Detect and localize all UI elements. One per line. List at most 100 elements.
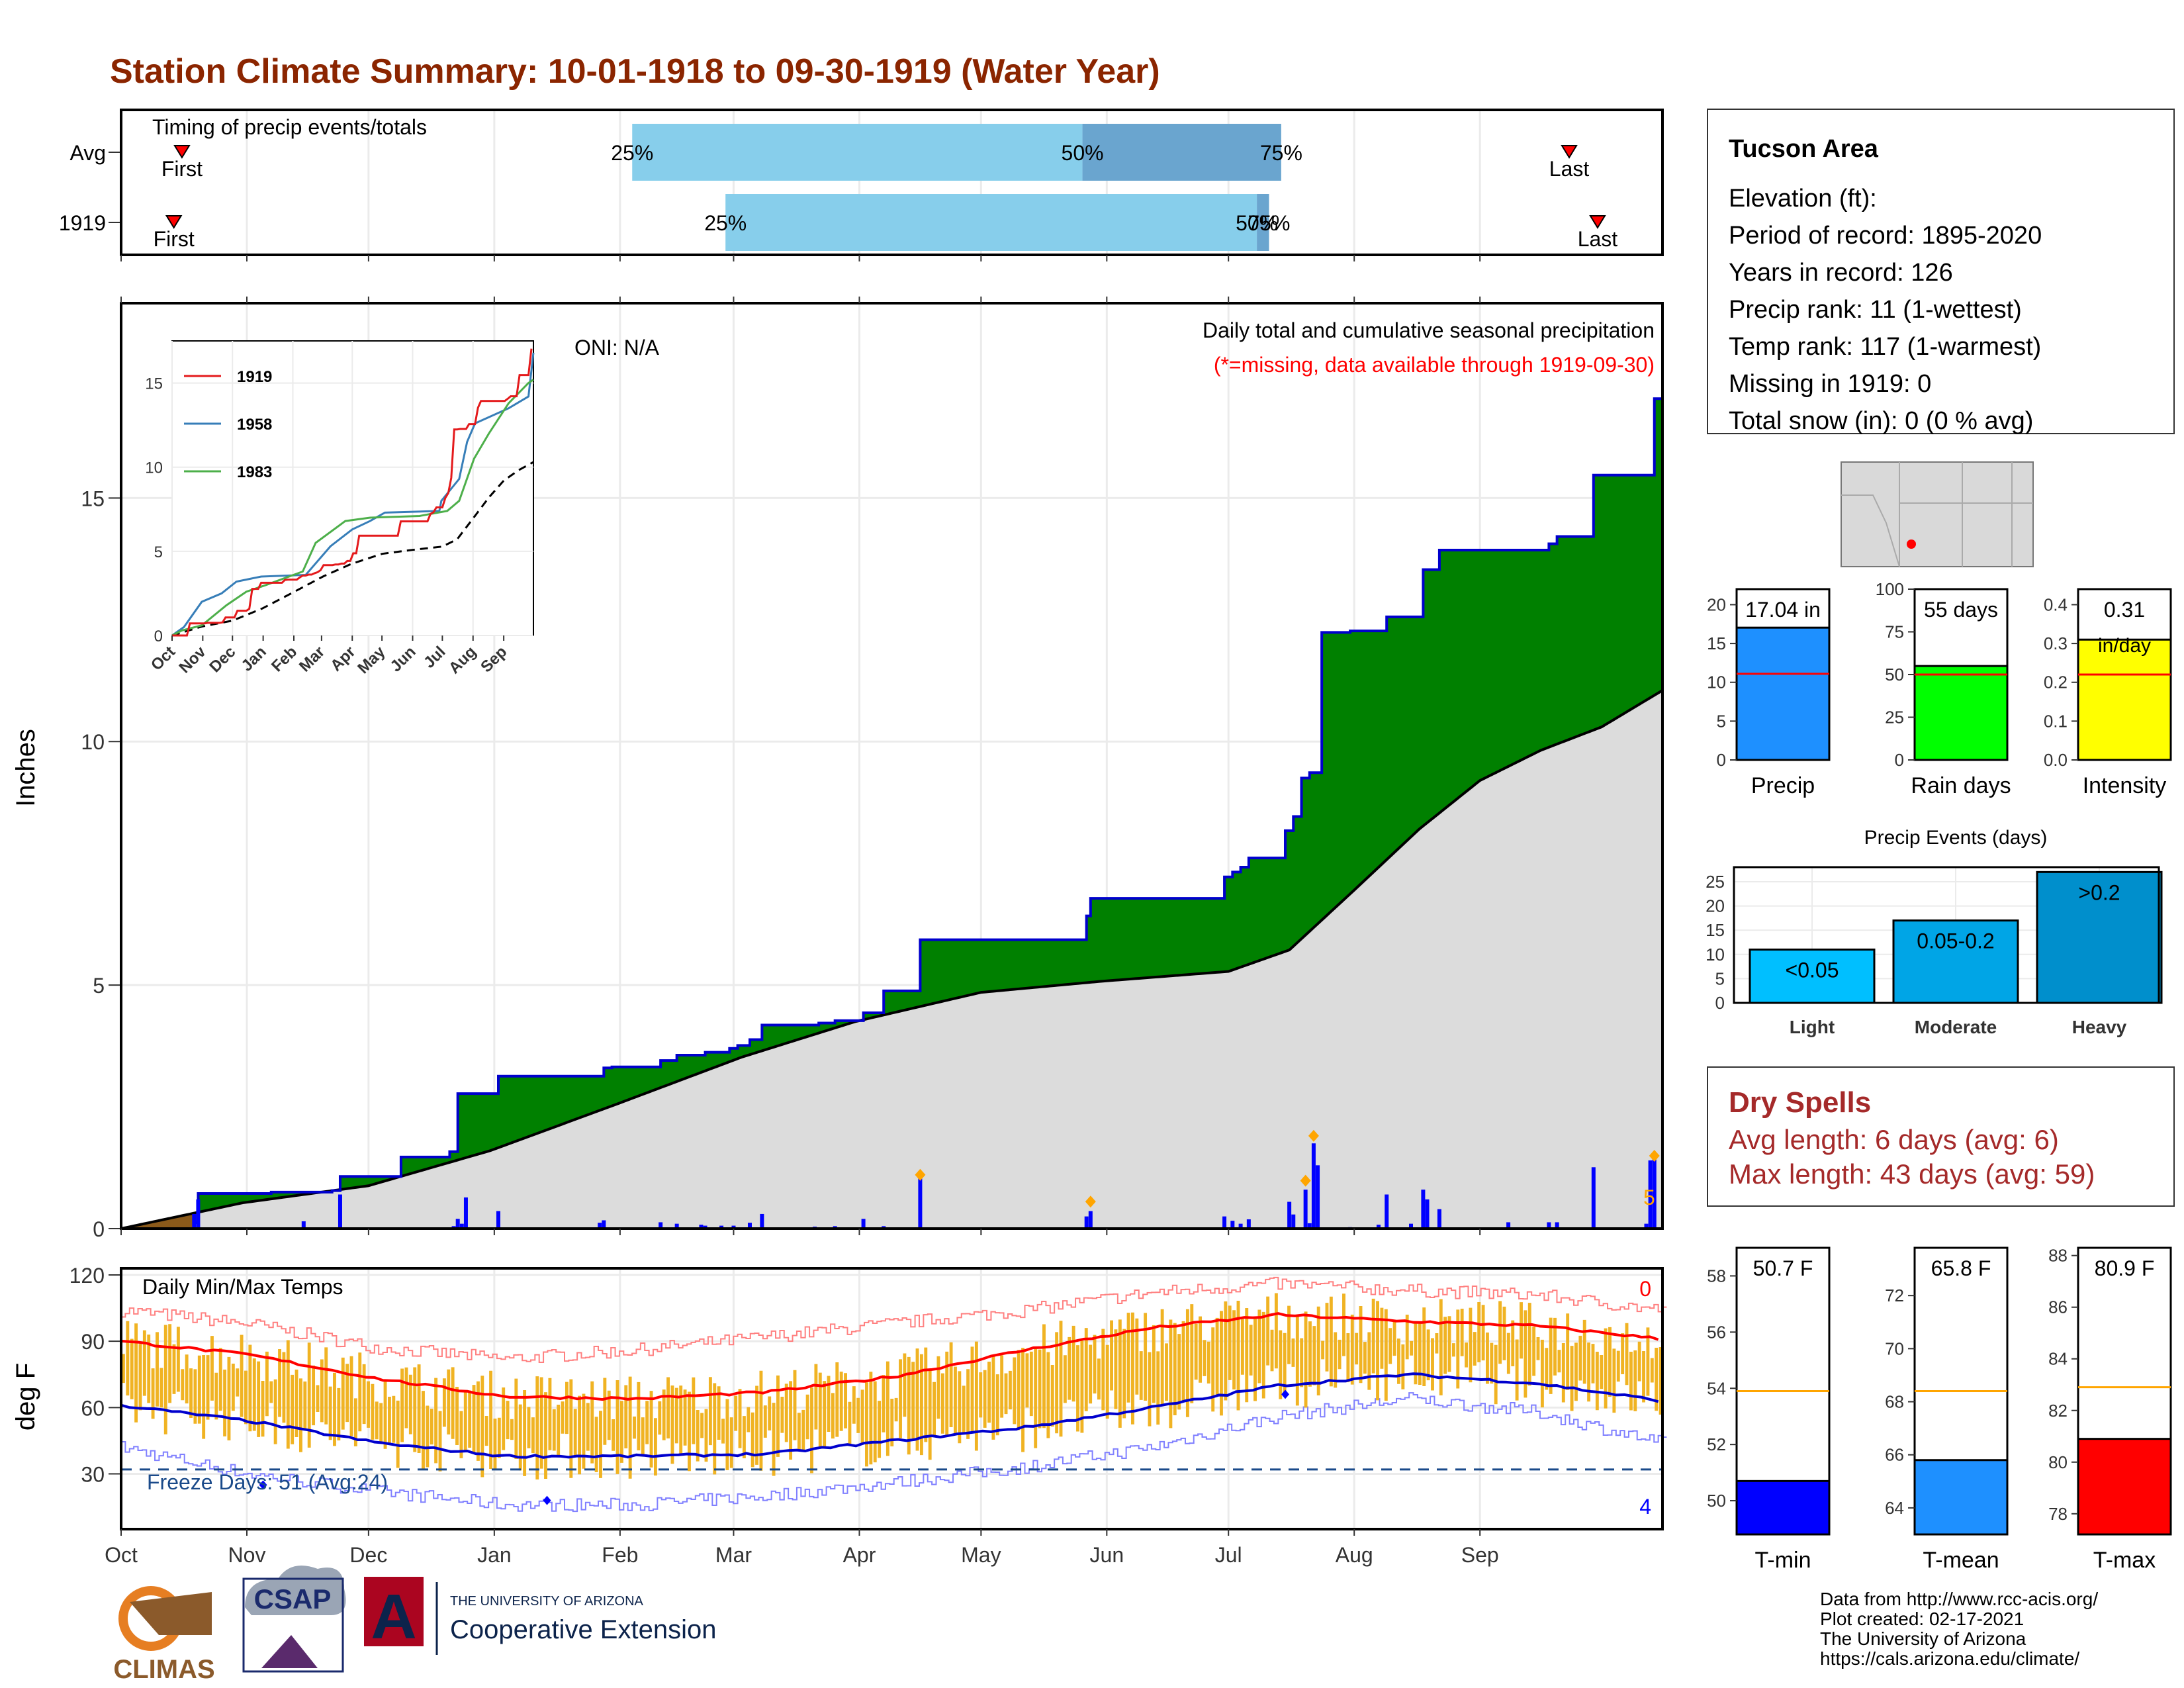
temp-ylabel: deg F	[11, 1363, 40, 1430]
temp-ytick-label-3: 120	[69, 1264, 105, 1288]
month-label-Jan: Jan	[477, 1543, 512, 1567]
inset-series-1983	[171, 379, 534, 637]
tmin-stat-bar	[1735, 1479, 1831, 1536]
ua-a-glyph: A	[371, 1581, 416, 1652]
precip-daily-bar-35	[1316, 1165, 1320, 1229]
precip-daily-bar-27	[1230, 1221, 1235, 1229]
precip-daily-bar-37	[1376, 1225, 1381, 1229]
timing-first-label-1: First	[154, 227, 195, 251]
inset-avg-line	[171, 461, 534, 637]
month-label-Jun: Jun	[1090, 1543, 1124, 1567]
dry-spells-box: Dry Spells Avg length: 6 days (avg: 6) M…	[1707, 1066, 2175, 1207]
temp-stats: 50 52 54 56 58 50.7 F T-min 64 66 68 70 72 65.8 F T-m…	[1707, 1246, 2172, 1573]
timing-last-marker-0	[1561, 145, 1578, 159]
precip-daily-bar-12	[674, 1223, 679, 1229]
intensity-unit-label: in/day	[2098, 635, 2151, 657]
month-label-Apr: Apr	[843, 1543, 876, 1567]
precip-daily-bar-6	[459, 1223, 464, 1229]
precip-total-tick-label-0: 0	[1717, 750, 1726, 770]
ua-logo: A THE UNIVERSITY OF ARIZONA Cooperative …	[364, 1577, 716, 1655]
precip-daily-bar-5	[455, 1219, 460, 1229]
record-low-count: 4	[1639, 1495, 1651, 1519]
precip-daily-bar-26	[1222, 1216, 1227, 1229]
events-tick-label-0: 0	[1715, 993, 1725, 1013]
timing-p50-label-1: 50%	[1236, 211, 1278, 235]
info-years: Years in record: 126	[1729, 259, 1953, 287]
timing-first-marker-0	[173, 145, 191, 159]
credit-university: The University of Arizona	[1820, 1628, 2026, 1649]
credit-data-source: Data from http://www.rcc-acis.org/	[1820, 1589, 2098, 1609]
month-axis: Oct Nov Dec Jan Feb Mar Apr May Jun Jul Aug Sep	[105, 1529, 1499, 1567]
events-bar-label-0: <0.05	[1786, 958, 1839, 982]
precip-daily-bar-13	[699, 1225, 704, 1229]
tmean-stat-tick-label-2: 68	[1885, 1392, 1904, 1412]
events-tick-label-1: 5	[1715, 968, 1725, 988]
precip-avg-area	[121, 690, 1662, 1229]
tmax-stat-bar	[2077, 1438, 2172, 1536]
events-bar-heavy	[2036, 870, 2163, 1004]
temp-ytick-label-1: 60	[81, 1396, 105, 1420]
precip-daily-bar-8	[496, 1211, 500, 1229]
month-label-Dec: Dec	[349, 1543, 387, 1567]
precip-daily-bar-29	[1246, 1219, 1251, 1229]
tmax-stat-value-label: 80.9 F	[2095, 1256, 2155, 1280]
timing-title: Timing of precip events/totals	[152, 115, 427, 139]
temp-record-marker-2	[1281, 1389, 1290, 1399]
info-precip-rank: Precip rank: 11 (1-wettest)	[1729, 296, 2022, 324]
timing-first-label-0: First	[161, 157, 203, 181]
tmin-stat-xlabel: T-min	[1755, 1548, 1811, 1573]
ua-big-text: Cooperative Extension	[450, 1615, 716, 1644]
station-marker	[1907, 539, 1916, 549]
precip-daily-bar-32	[1303, 1190, 1308, 1229]
tmax-stat-tick-label-1: 80	[2048, 1452, 2068, 1472]
precip-end-label: 5	[1643, 1186, 1655, 1209]
events-category-light: Light	[1790, 1017, 1835, 1037]
timing-row-label-1: 1919	[59, 211, 106, 235]
info-missing: Missing in 1919: 0	[1729, 370, 1931, 398]
inset-ytick-3: 15	[145, 375, 163, 393]
precip-daily-bar-17	[747, 1223, 752, 1229]
intensity-xlabel: Intensity	[2083, 773, 2167, 798]
credit-plot-date: Plot created: 02-17-2021	[1820, 1609, 2024, 1629]
intensity-tick-label-3: 0.3	[2044, 633, 2068, 653]
tmin-stat-tick-label-2: 54	[1707, 1378, 1726, 1398]
temp-avg-max-line	[120, 1312, 1659, 1401]
precip-daily-bar-43	[1506, 1222, 1511, 1229]
precip-daily-bar-38	[1385, 1194, 1389, 1229]
events-category-moderate: Moderate	[1915, 1017, 1997, 1037]
precip-daily-bar-47	[1644, 1223, 1649, 1229]
credits: Data from http://www.rcc-acis.org/ Plot …	[1820, 1589, 2098, 1669]
precip-daily-bar-2	[301, 1221, 306, 1229]
intensity-tick-label-0: 0.0	[2044, 750, 2068, 770]
tmax-stat-tick-label-0: 78	[2048, 1504, 2068, 1524]
climas-logo-text: CLIMAS	[113, 1655, 214, 1684]
info-temp-rank: Temp rank: 117 (1-warmest)	[1729, 333, 2041, 361]
precip-daily-bar-30	[1287, 1201, 1292, 1229]
timing-bar-25-50-0	[632, 124, 1083, 181]
precip-max-marker-4	[1649, 1150, 1660, 1162]
tmax-stat-xlabel: T-max	[2093, 1548, 2156, 1573]
intensity-value-label: 0.31	[2104, 598, 2145, 622]
freeze-days-label: Freeze Days: 51 (Avg:24)	[147, 1470, 388, 1494]
precip-daily-bar-24	[1084, 1216, 1089, 1229]
footer-logos: CLIMAS CSAP A THE UNIVERSITY OF ARIZONA …	[113, 1566, 716, 1684]
info-title: Tucson Area	[1729, 135, 1879, 163]
climas-logo: CLIMAS	[113, 1586, 215, 1684]
precip-ytick-label-3: 15	[81, 487, 105, 510]
precip-daily-bar-39	[1409, 1223, 1414, 1229]
timing-last-marker-1	[1589, 215, 1606, 229]
tmean-stat-tick-label-1: 66	[1885, 1445, 1904, 1465]
month-label-May: May	[961, 1543, 1001, 1567]
precip-daily-bar-40	[1421, 1190, 1426, 1229]
precip-daily-bar-1	[196, 1199, 201, 1229]
precip-daily-bar-10	[602, 1220, 606, 1229]
precip-daily-bar-15	[719, 1225, 724, 1229]
csap-logo-text: CSAP	[254, 1583, 332, 1615]
rain-days-tick-label-3: 75	[1885, 622, 1904, 642]
dry-spells-avg: Avg length: 6 days (avg: 6)	[1729, 1124, 2059, 1155]
precip-daily-bar-31	[1291, 1214, 1296, 1229]
rain-days-value-label: 55 days	[1924, 598, 1998, 622]
timing-row-label-0: Avg	[69, 141, 106, 165]
precip-daily-bar-9	[598, 1223, 602, 1229]
